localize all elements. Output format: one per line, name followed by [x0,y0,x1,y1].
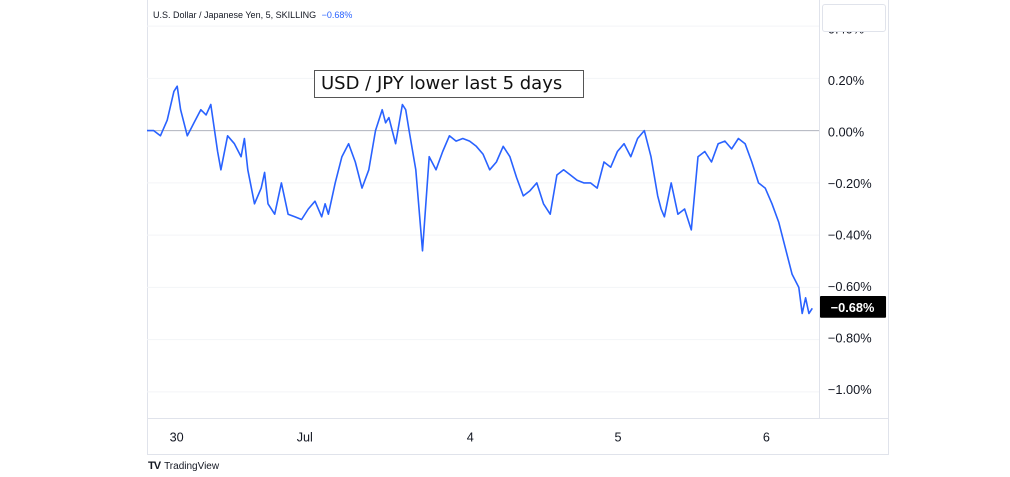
chart-legend: U.S. Dollar / Japanese Yen, 5, SKILLING … [153,10,352,20]
x-tick-label: Jul [297,430,313,444]
y-tick-label: 0.00% [828,125,864,140]
time-scale[interactable]: 30 Jul 4 5 6 [147,418,889,455]
plot-area[interactable] [147,0,819,418]
x-tick-label: 30 [170,430,184,444]
y-tick-label: −0.80% [828,331,872,346]
y-tick-label: −0.60% [828,279,872,294]
y-tick-label: −0.40% [828,228,872,243]
y-tick-label: 0.20% [828,73,864,88]
tradingview-brand: TradingView [164,460,220,472]
scale-settings-button[interactable] [822,4,886,32]
y-tick-label: −0.20% [828,176,872,191]
last-value-label: −0.68% [831,300,875,315]
annotation-box[interactable]: USD / JPY lower last 5 days [314,70,584,98]
y-axis-ticks: 0.40%0.20%0.00%−0.20%−0.40%−0.60%−0.80%−… [828,22,872,398]
x-tick-label: 5 [614,430,621,444]
x-axis-ticks: 30 Jul 4 5 6 [170,430,770,444]
tradingview-logo[interactable]: TV TradingView [148,460,219,472]
tradingview-logo-icon: TV [148,460,161,472]
change-value: −0.68% [321,10,353,20]
symbol-title: U.S. Dollar / Japanese Yen, 5, SKILLING [153,10,317,20]
price-scale[interactable]: 0.40%0.20%0.00%−0.20%−0.40%−0.60%−0.80%−… [819,0,889,418]
last-value-badge: −0.68% [820,296,887,318]
y-tick-label: −1.00% [828,382,872,397]
x-tick-label: 6 [763,430,770,444]
usdjpy-line [147,85,813,315]
x-tick-label: 4 [467,430,474,444]
